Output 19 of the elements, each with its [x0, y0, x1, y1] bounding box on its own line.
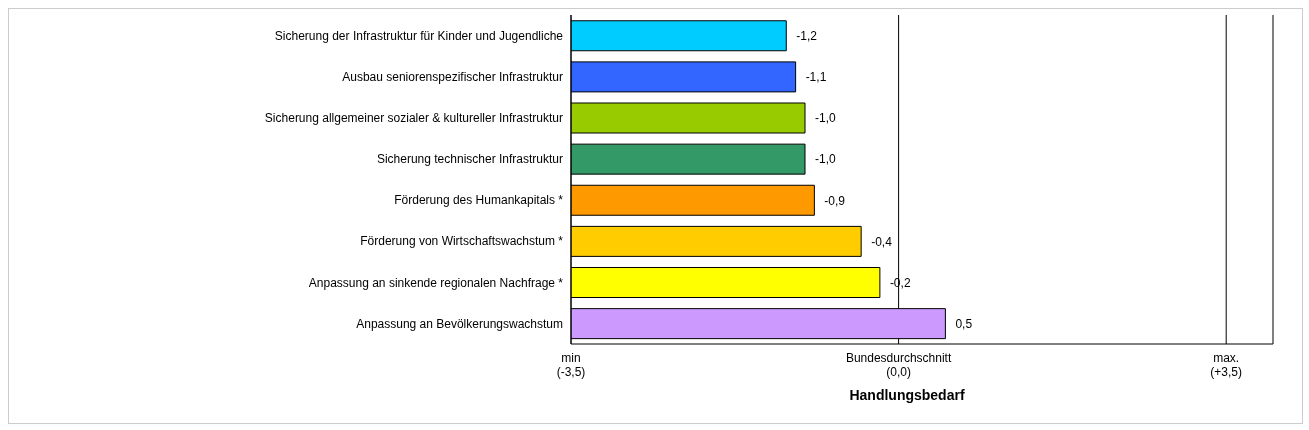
- x-tick-label: Bundesdurchschnitt (0,0): [845, 351, 952, 379]
- y-tick-label: Anpassung an Bevölkerungswachstum: [356, 316, 563, 331]
- y-tick-label: Sicherung der Infrastruktur für Kinder und Jugendliche: [274, 28, 564, 43]
- y-tick-label: Anpassung an sinkende regionalen Nachfrage *: [308, 275, 564, 290]
- y-tick-label: Ausbau seniorenspezifischer Infrastruktur: [342, 69, 563, 84]
- x-axis-title: Handlungsbedarf: [848, 387, 966, 403]
- x-tick-label: min (-3,5): [556, 351, 586, 379]
- data-label: -1,1: [805, 70, 827, 85]
- y-tick-label: Förderung von Wirtschaftswachstum *: [360, 234, 564, 249]
- y-tick-label: Sicherung allgemeiner sozialer & kultureller Infrastruktur: [264, 111, 563, 126]
- data-label: -1,0: [815, 152, 836, 167]
- data-label: -1,2: [796, 29, 818, 44]
- data-label: -0,9: [824, 193, 846, 208]
- data-label: -0,4: [871, 234, 893, 249]
- x-tick-label: max. (+3,5): [1210, 351, 1243, 379]
- y-tick-label: Sicherung technischer Infrastruktur: [376, 152, 563, 167]
- data-label: 0,5: [955, 316, 973, 331]
- y-tick-label: Förderung des Humankapitals *: [394, 193, 564, 208]
- data-label: -1,0: [815, 111, 836, 126]
